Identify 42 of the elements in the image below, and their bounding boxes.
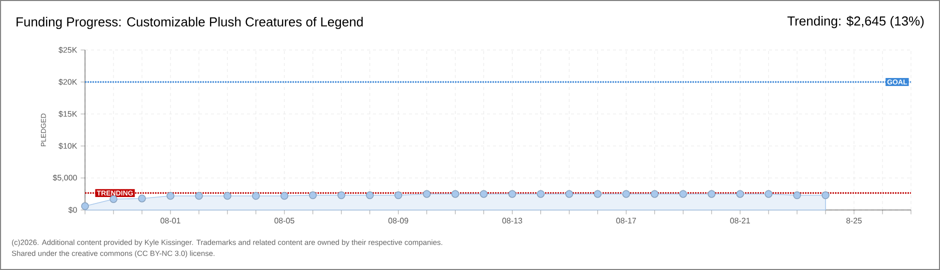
chart-subtitle: Trending: $2,645 (13%) [787, 16, 924, 28]
point [764, 190, 772, 198]
point [565, 190, 574, 198]
y-tick-label: $5,000 [52, 174, 77, 182]
point [822, 191, 830, 200]
point [594, 190, 602, 198]
point [394, 191, 402, 200]
point [110, 195, 118, 204]
point [622, 190, 630, 198]
x-tick-label: 08-05 [274, 218, 294, 224]
point [224, 192, 232, 200]
point [195, 192, 203, 200]
x-tick-label: 08-13 [502, 218, 522, 224]
x-tick-label: 08-01 [160, 218, 180, 224]
y-tick-label: $20K [58, 78, 78, 86]
point [81, 202, 89, 210]
y-tick-label: $15K [58, 110, 78, 118]
point [536, 190, 545, 198]
x-tick-label: 08-09 [388, 218, 408, 224]
x-tick-label: 08-21 [730, 218, 750, 224]
point [252, 192, 260, 200]
point [422, 190, 431, 198]
point [451, 190, 460, 198]
point [138, 194, 146, 202]
y-tick-label: $10K [58, 142, 78, 150]
x-tick-label: 8-25 [846, 218, 862, 224]
point [793, 191, 801, 200]
y-tick-label: $25K [58, 46, 78, 54]
chart-title: Funding Progress: Customizable Plush Creatures of Legend [16, 16, 363, 30]
point [736, 190, 744, 198]
point [366, 191, 374, 200]
point [708, 190, 716, 198]
point [280, 192, 288, 200]
point [650, 190, 659, 198]
y-tick-label: $0 [68, 206, 77, 214]
point [166, 192, 174, 200]
point [337, 191, 346, 200]
point [679, 190, 688, 198]
point [308, 191, 317, 200]
x-tick-label: 08-17 [616, 218, 636, 224]
point [508, 190, 516, 198]
point [480, 190, 488, 198]
